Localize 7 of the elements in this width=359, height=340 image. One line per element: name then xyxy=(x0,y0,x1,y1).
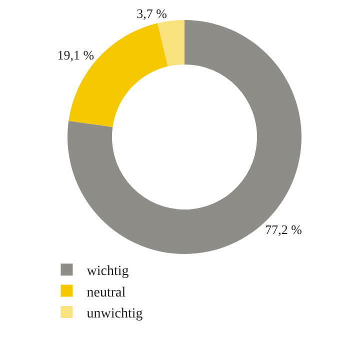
legend-label: unwichtig xyxy=(86,306,143,322)
data-label: 3,7 % xyxy=(136,6,168,21)
data-label: 19,1 % xyxy=(57,47,94,62)
data-label: 77,2 % xyxy=(265,222,302,238)
legend-label: neutral xyxy=(86,285,126,300)
legend-label: wichtig xyxy=(86,264,129,280)
donut-slice xyxy=(158,20,184,66)
